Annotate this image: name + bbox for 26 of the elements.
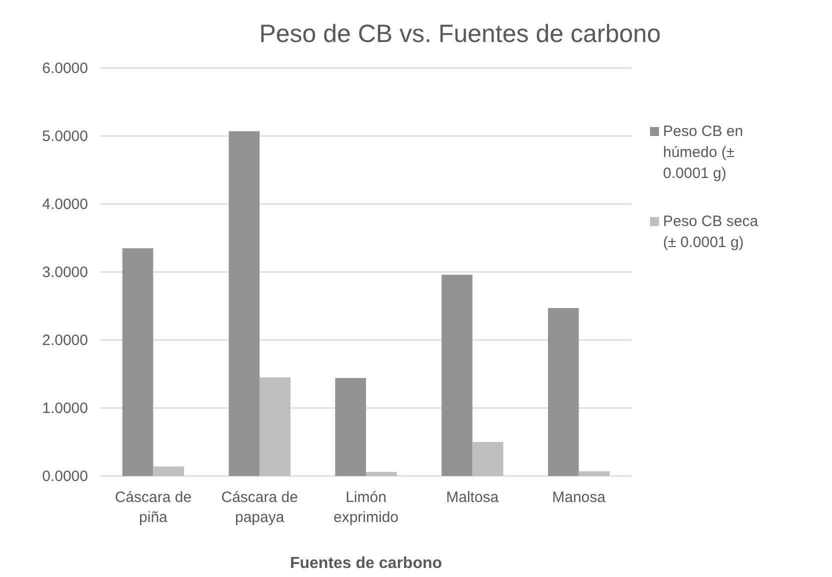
bar (228, 131, 260, 476)
bar (122, 248, 154, 476)
bar (578, 471, 610, 476)
bar (366, 472, 397, 476)
legend-label: Peso CB en húmedo (± 0.0001 g) (663, 123, 744, 182)
y-tick-label: 6.0000 (42, 60, 88, 77)
x-tick-label: Manosa (552, 489, 606, 506)
y-tick-label: 3.0000 (42, 264, 88, 281)
bar (548, 308, 579, 476)
y-tick-label: 5.0000 (42, 128, 88, 145)
x-tick-label: Cáscara de piña (114, 489, 192, 526)
bar (472, 442, 504, 476)
x-axis-title: Fuentes de carbono (290, 555, 442, 572)
y-tick-label: 4.0000 (42, 196, 88, 213)
y-tick-label: 0.0000 (42, 468, 88, 485)
x-tick-label: Limón exprimido (333, 489, 399, 526)
bar (153, 466, 184, 476)
x-tick-label: Cáscara de papaya (221, 489, 298, 526)
y-tick-label: 1.0000 (42, 400, 88, 417)
x-tick-label: Maltosa (446, 489, 500, 506)
bar (335, 378, 366, 476)
chart-title: Peso de CB vs. Fuentes de carbono (259, 20, 661, 48)
bar (442, 274, 472, 476)
y-tick-label: 2.0000 (42, 332, 88, 349)
legend-label: Peso CB seca (± 0.0001 g) (663, 213, 759, 251)
bar (260, 377, 290, 476)
